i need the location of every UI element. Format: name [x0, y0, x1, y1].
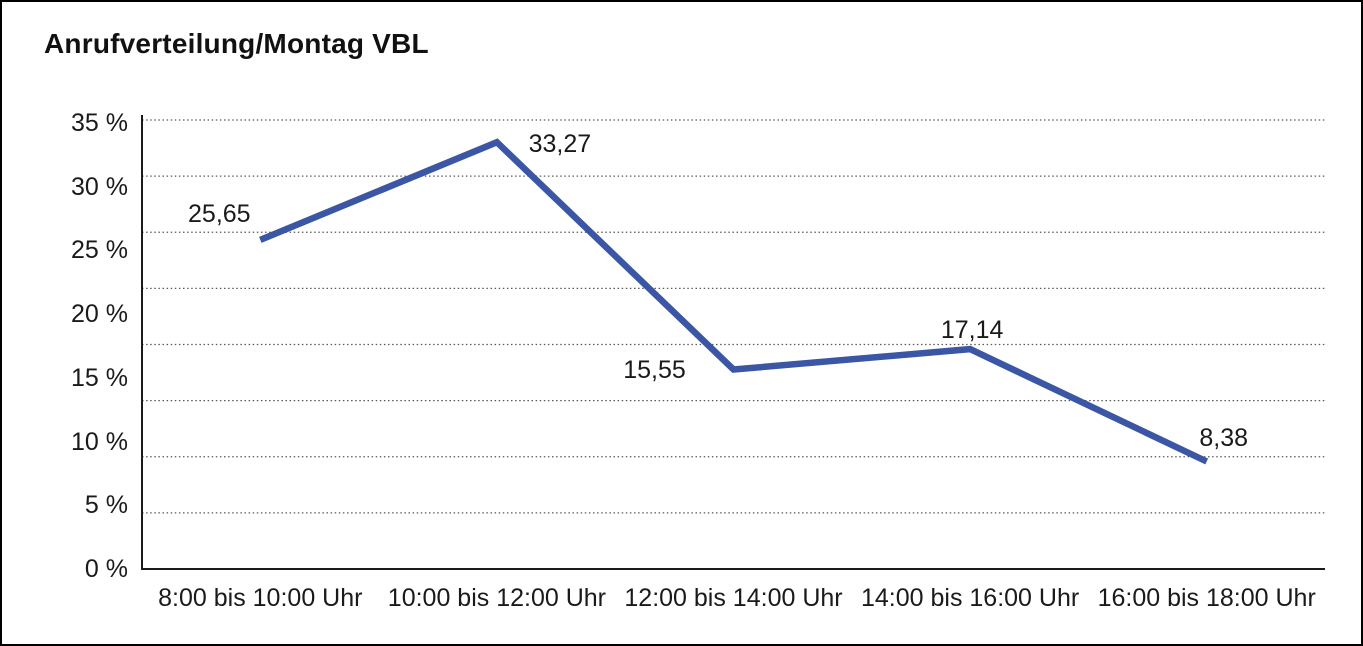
data-point-label: 15,55	[623, 355, 686, 384]
data-point-label: 25,65	[188, 199, 251, 228]
x-axis-category-label: 12:00 bis 14:00 Uhr	[624, 584, 843, 612]
x-axis-category-label: 16:00 bis 18:00 Uhr	[1097, 584, 1316, 612]
y-axis-tick-label: 35 %	[71, 109, 128, 137]
y-axis-tick-label: 20 %	[71, 300, 128, 329]
axis-lines	[141, 115, 1325, 570]
y-axis-tick-label: 10 %	[71, 427, 128, 456]
data-point-label: 17,14	[940, 316, 1004, 345]
x-axis-category-label: 8:00 bis 10:00 Uhr	[158, 584, 363, 612]
x-axis-category-label: 14:00 bis 16:00 Uhr	[860, 584, 1080, 612]
y-axis-tick-label: 30 %	[71, 172, 128, 201]
y-axis-tick-label: 5 %	[84, 491, 128, 520]
data-point-label: 33,27	[528, 130, 592, 159]
chart-title: Anrufverteilung/Montag VBL	[44, 28, 429, 59]
data-series-line	[259, 138, 1209, 465]
y-axis-tick-label: 15 %	[71, 363, 128, 392]
data-point-label: 8,38	[1199, 424, 1249, 453]
x-axis-category-label: 10:00 bis 12:00 Uhr	[387, 584, 606, 612]
y-axis-tick-label: 25 %	[71, 236, 128, 265]
y-axis-tick-label: 0 %	[84, 555, 128, 583]
